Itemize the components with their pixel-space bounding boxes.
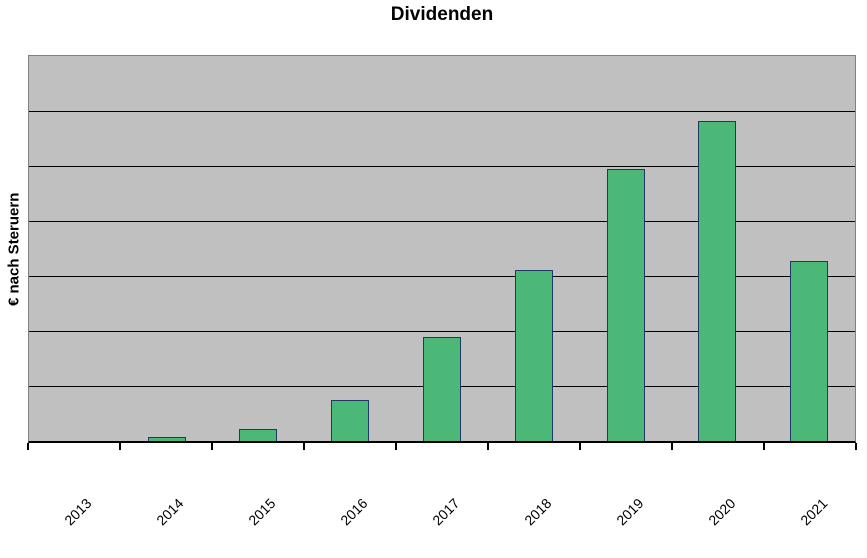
x-label-2014: 2014 — [152, 495, 187, 529]
x-tick — [578, 443, 581, 450]
bar-2019 — [606, 168, 645, 441]
plot-area — [28, 55, 856, 443]
bar-2020 — [698, 120, 737, 441]
x-tick — [302, 443, 305, 450]
x-tick — [27, 443, 29, 450]
bar-2016 — [331, 400, 370, 441]
x-tick — [762, 443, 765, 450]
x-label-2017: 2017 — [428, 495, 463, 529]
x-axis-ticks — [27, 443, 857, 451]
x-tick — [394, 443, 397, 450]
gridline — [29, 331, 855, 332]
bar-2015 — [239, 428, 278, 441]
x-tick — [210, 443, 213, 450]
x-tick — [855, 443, 857, 450]
bar-2018 — [514, 269, 553, 441]
x-label-2018: 2018 — [520, 495, 555, 529]
bar-2014 — [147, 436, 186, 441]
gridline — [29, 111, 855, 112]
gridline — [29, 276, 855, 277]
bar-2021 — [790, 260, 829, 441]
x-label-2013: 2013 — [60, 495, 95, 529]
x-label-2016: 2016 — [336, 495, 371, 529]
gridline — [29, 221, 855, 222]
x-label-2015: 2015 — [244, 495, 279, 529]
bar-2017 — [423, 336, 461, 441]
x-axis-labels: 2013 2014 2015 2016 2017 2018 2019 2020 2021 — [28, 443, 856, 553]
y-axis-title: € nach Steruern — [5, 192, 23, 306]
chart-title: Dividenden — [390, 4, 494, 25]
x-label-2019: 2019 — [612, 495, 647, 529]
x-label-2020: 2020 — [704, 495, 739, 529]
x-label-2021: 2021 — [796, 495, 831, 529]
x-tick — [487, 443, 489, 450]
gridline — [29, 166, 855, 167]
x-tick — [118, 443, 121, 450]
x-tick — [671, 443, 673, 450]
